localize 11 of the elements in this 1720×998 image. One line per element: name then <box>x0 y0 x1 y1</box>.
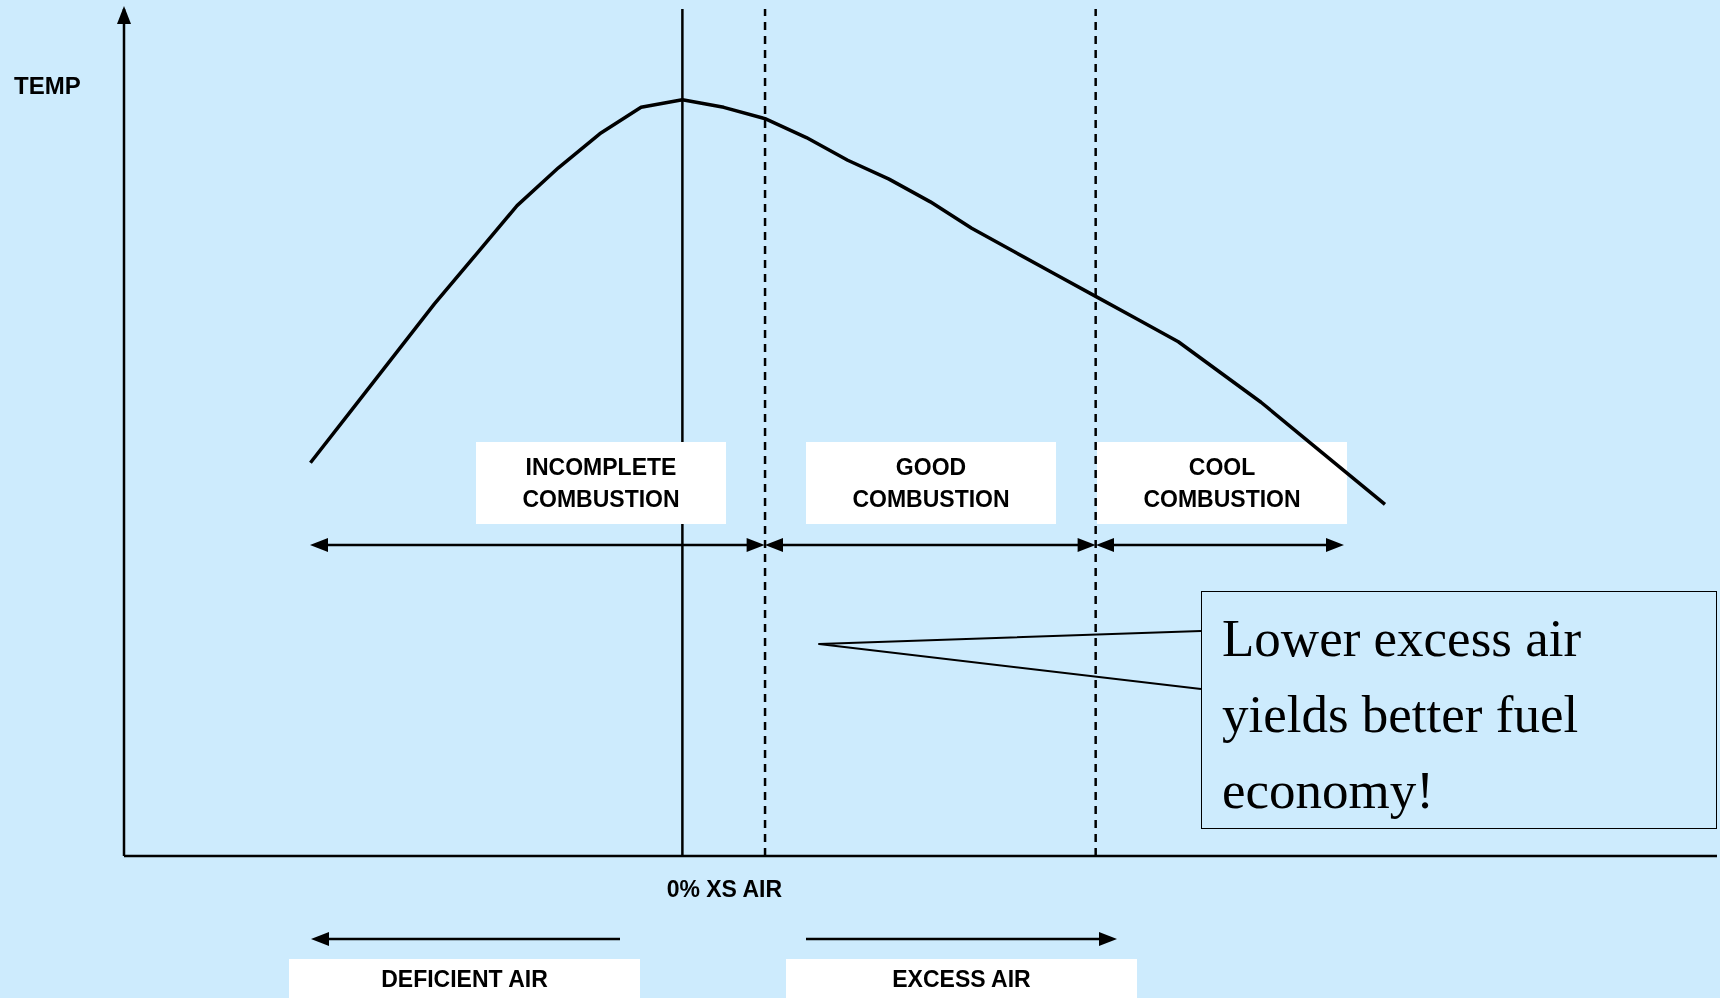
label-box: INCOMPLETE COMBUSTION <box>476 442 726 524</box>
label-box: GOOD COMBUSTION <box>806 442 1056 524</box>
annotation: GOOD COMBUSTION <box>851 453 1011 514</box>
text: 0% XS AIR <box>666 876 783 902</box>
text: DEFICIENT AIR <box>289 959 640 998</box>
label-box: COOL COMBUSTION <box>1097 442 1347 524</box>
annotation: Lower excess air yields better fuel economy! <box>1201 591 1717 829</box>
annotation: COOL COMBUSTION <box>1142 453 1302 514</box>
text: TEMP <box>14 72 81 100</box>
text: EXCESS AIR <box>786 959 1137 998</box>
annotation: INCOMPLETE COMBUSTION <box>521 453 681 514</box>
